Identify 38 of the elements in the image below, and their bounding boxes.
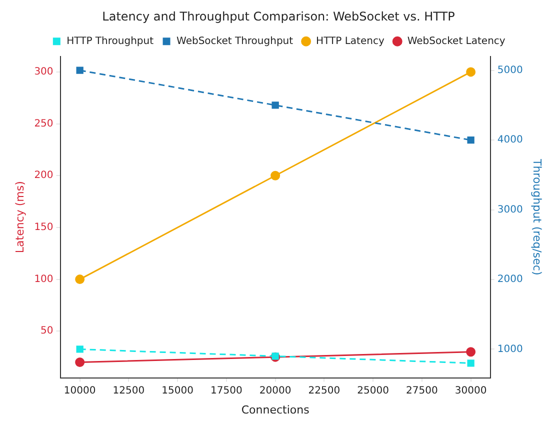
x-tick-label: 25000 (357, 385, 389, 396)
point (466, 67, 476, 77)
x-tick-label: 27500 (406, 385, 438, 396)
chart-title: Latency and Throughput Comparison: WebSocket vs. HTTP (102, 9, 455, 24)
point (75, 274, 85, 284)
point (467, 136, 474, 144)
y-axis-title: Latency (ms) (13, 181, 26, 254)
x-tick-label: 12500 (112, 385, 145, 396)
x-tick-label: 22500 (308, 385, 340, 396)
legend-label: WebSocket Latency (407, 36, 506, 47)
point (270, 170, 280, 180)
legend-label: HTTP Throughput (66, 36, 154, 47)
y2-tick-label: 3000 (497, 204, 523, 216)
x-tick-label: 17500 (210, 385, 242, 396)
point (76, 346, 84, 353)
x-axis-title: Connections (241, 403, 310, 416)
y-tick-label: 100 (34, 274, 54, 285)
point (467, 360, 474, 367)
legend-label: HTTP Latency (316, 36, 384, 47)
x-tick-label: 15000 (162, 385, 194, 396)
y2-tick-label: 2000 (497, 274, 523, 286)
x-tick-label: 20000 (259, 385, 292, 396)
y-tick-label: 50 (40, 326, 54, 337)
legend-label: WebSocket Throughput (176, 36, 294, 47)
y2-tick-label: 1000 (497, 344, 523, 355)
y2-axis-title: Throughput (req/sec) (530, 158, 544, 276)
point (76, 66, 84, 74)
y2-tick-label: 5000 (497, 64, 523, 76)
x-tick-label: 10000 (64, 385, 96, 396)
y-tick-label: 200 (34, 170, 54, 182)
point (466, 347, 476, 357)
y-tick-label: 300 (34, 66, 54, 78)
point (75, 358, 85, 367)
y-tick-label: 250 (34, 118, 54, 130)
point (272, 102, 279, 109)
y-tick-label: 150 (34, 222, 54, 234)
y2-tick-label: 4000 (497, 134, 523, 146)
x-tick-label: 30000 (454, 385, 487, 396)
